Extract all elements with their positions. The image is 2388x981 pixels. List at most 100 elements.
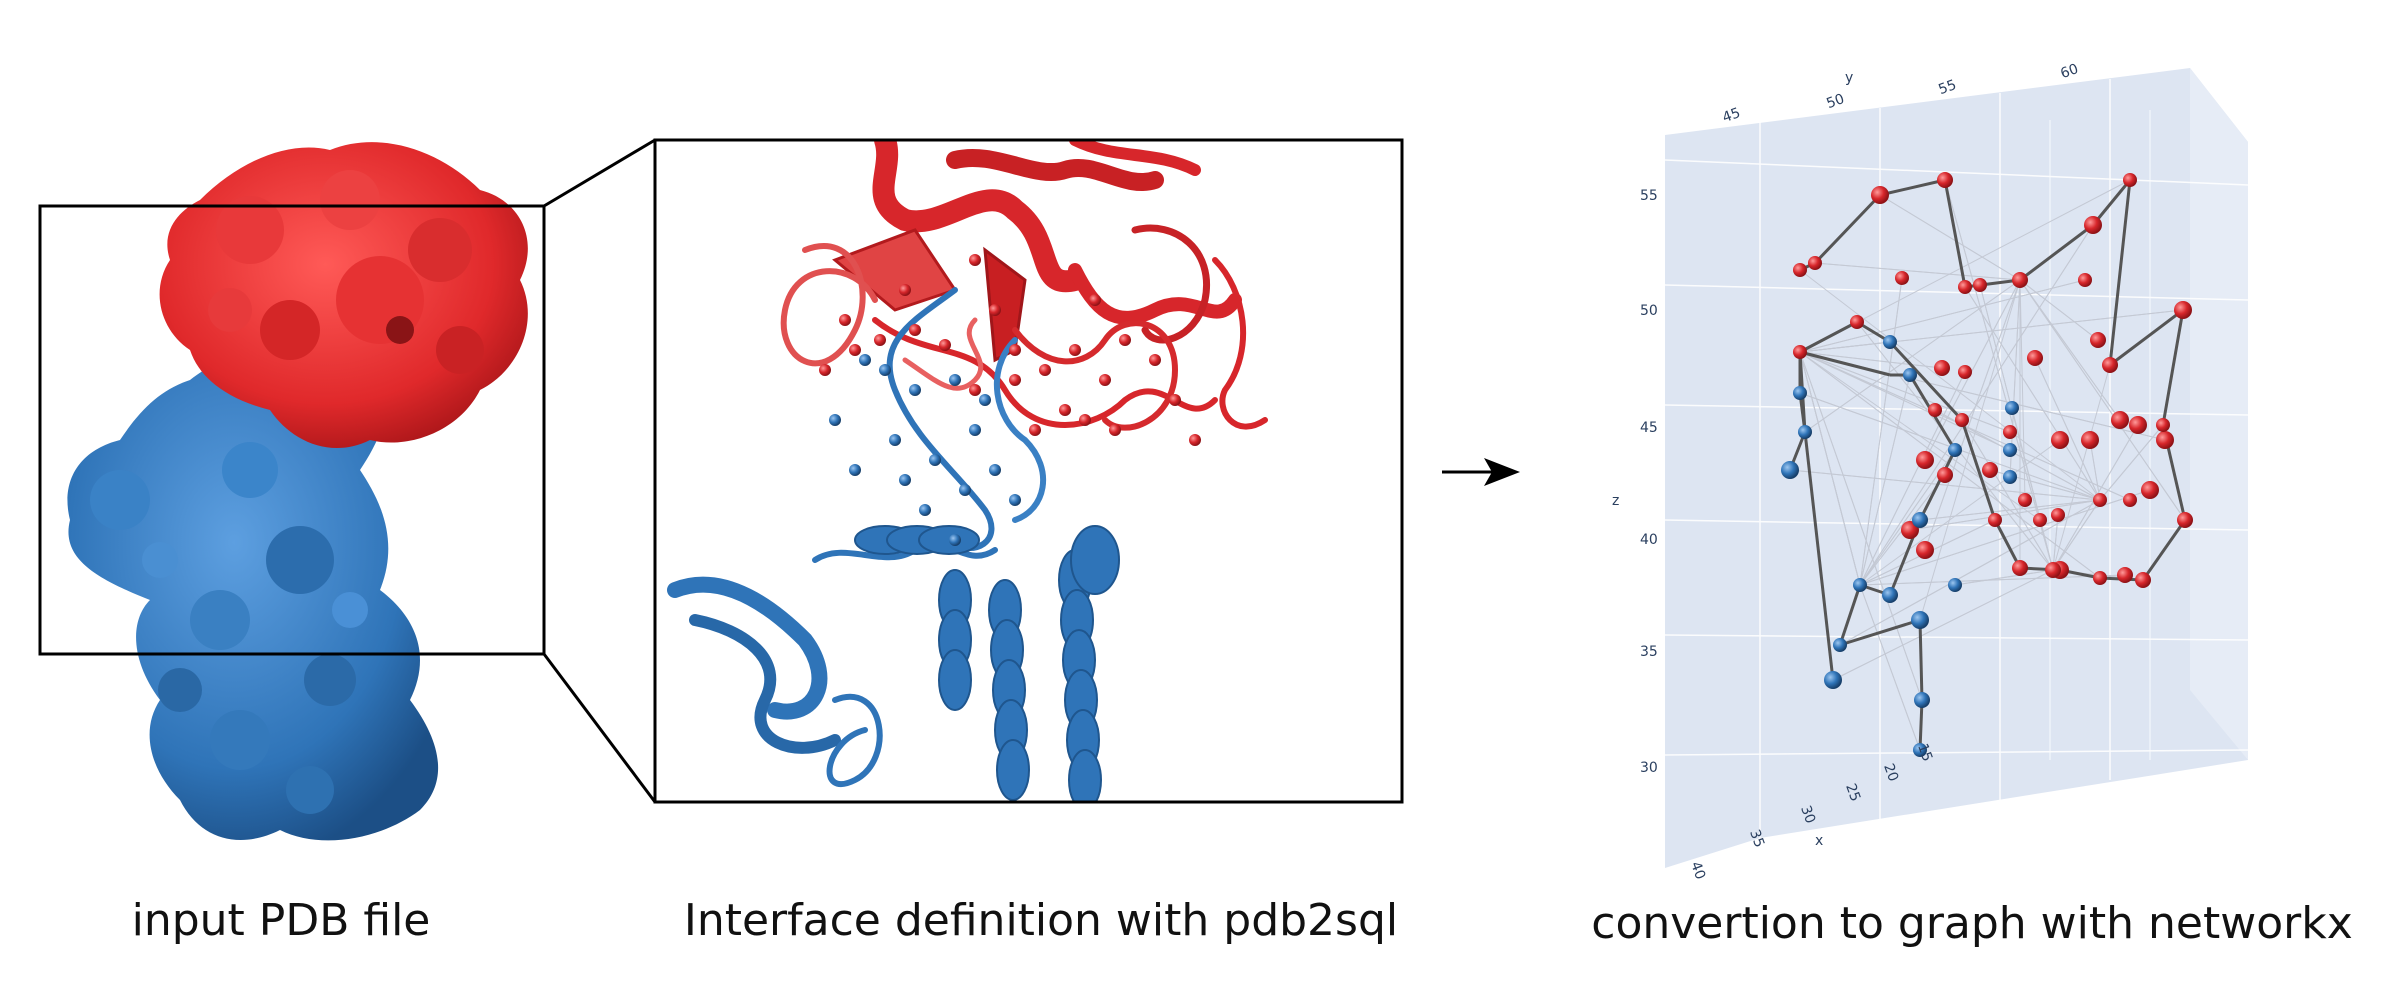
residue-node: [1871, 186, 1889, 204]
residue-node: [1824, 671, 1842, 689]
contact-edge: [1832, 569, 2054, 681]
residue-node: [1914, 692, 1930, 708]
residue-node: [2117, 567, 2133, 583]
backbone-edge: [1960, 419, 1997, 521]
contact-edge: [1964, 286, 2101, 501]
residue-node: [2156, 431, 2174, 449]
backbone-edge: [1799, 350, 1891, 377]
residue-node: [2003, 425, 2017, 439]
backbone-edge: [1918, 699, 1924, 751]
residue-node: [2156, 418, 2170, 432]
contact-edge: [1961, 419, 2054, 571]
residue-node: [1934, 360, 1950, 376]
residue-node: [2027, 350, 2043, 366]
backbone-edge: [2161, 309, 2185, 426]
contact-edge: [1879, 194, 2021, 281]
graph-nodes: [1781, 172, 2193, 757]
interface-cartoon-panel: [653, 138, 1404, 804]
x-tick: 30: [1797, 804, 1818, 826]
contact-edge: [1804, 279, 2021, 433]
chain-b-cartoon: [667, 287, 1046, 788]
contact-edge: [1789, 469, 2101, 501]
y-tick: 60: [2058, 61, 2080, 82]
contact-edge: [2019, 279, 2186, 521]
residue-node: [2084, 216, 2102, 234]
contact-edge: [1799, 351, 2101, 579]
residue-node: [1912, 512, 1928, 528]
x-axis-label: x: [1815, 833, 1823, 849]
residue-node: [1833, 638, 1847, 652]
residue-node: [1903, 368, 1917, 382]
contact-edge: [1799, 351, 2011, 433]
contact-edge: [1859, 574, 2126, 586]
residue-node: [1916, 451, 1934, 469]
contact-edge: [2099, 424, 2164, 501]
contact-edge: [1944, 179, 2054, 571]
z-axis-label: z: [1612, 493, 1619, 509]
residue-node: [1937, 172, 1953, 188]
residue-node: [1808, 256, 1822, 270]
interface-definition-caption: Interface definition with pdb2sql: [683, 895, 1399, 946]
residue-node: [1913, 743, 1927, 757]
residue-node: [1916, 541, 1934, 559]
residue-node: [2111, 411, 2129, 429]
backbone-edge: [1993, 519, 2022, 569]
protein-surface-render: [38, 138, 657, 841]
y-axis-label: y: [1845, 70, 1853, 86]
chain-b-surface: [67, 344, 439, 841]
residue-node: [2102, 357, 2118, 373]
input-pdb-caption: input PDB file: [131, 895, 431, 946]
residue-node: [2003, 470, 2017, 484]
residue-node: [2051, 431, 2069, 449]
residue-node: [2081, 431, 2099, 449]
grid-lines: [1664, 79, 2249, 838]
residue-node: [2012, 560, 2028, 576]
residue-node: [2018, 493, 2032, 507]
graph-3d-plot: y 45 50 55 60 z 55 50 45 40 35 30 x 15 2…: [1612, 61, 2249, 882]
contact-edge: [1859, 224, 2094, 586]
x-tick: 25: [1842, 782, 1863, 804]
residue-node: [1793, 386, 1807, 400]
residue-node: [1793, 263, 1807, 277]
backbone-edge: [1799, 320, 1858, 354]
residue-node: [2177, 512, 2193, 528]
contact-edge: [1954, 569, 2054, 586]
z-tick: 30: [1640, 760, 1658, 776]
x-tick: 20: [1880, 762, 1901, 784]
backbone-edge: [2108, 179, 2132, 366]
contact-edge: [1909, 499, 2101, 531]
x-tick: 40: [1687, 860, 1708, 882]
residue-node: [1955, 413, 1969, 427]
residue-node: [2078, 273, 2092, 287]
contact-edge: [1814, 262, 2021, 281]
chain-a-surface: [159, 142, 528, 449]
residue-node: [1895, 271, 1909, 285]
residue-node: [2093, 571, 2107, 585]
residue-node: [2005, 401, 2019, 415]
residue-node: [1937, 467, 1953, 483]
z-tick: 45: [1640, 420, 1658, 436]
z-tick: 55: [1640, 188, 1658, 204]
contact-edge: [1859, 371, 1966, 586]
contact-edge: [1859, 374, 1911, 586]
residue-node: [2033, 513, 2047, 527]
y-tick: 50: [1824, 91, 1846, 112]
interface-panel-frame: [653, 138, 1404, 804]
residue-node: [1982, 462, 1998, 478]
interface-selection-box: [38, 204, 546, 656]
residue-node: [1973, 278, 1987, 292]
residue-node: [2045, 562, 2061, 578]
interface-atoms: [819, 254, 1201, 546]
residue-node: [2003, 443, 2017, 457]
contact-edge: [1919, 499, 2101, 521]
contact-edge: [2089, 439, 2101, 501]
backbone-edge: [1943, 179, 1967, 288]
y-tick: 55: [1936, 77, 1958, 98]
residue-node: [2051, 508, 2065, 522]
contact-edge: [1924, 279, 2021, 461]
residue-node: [2129, 416, 2147, 434]
backbone-edge: [2019, 223, 2094, 282]
graph-conversion-caption: convertion to graph with networkx: [1591, 898, 2353, 949]
residue-node: [1958, 365, 1972, 379]
